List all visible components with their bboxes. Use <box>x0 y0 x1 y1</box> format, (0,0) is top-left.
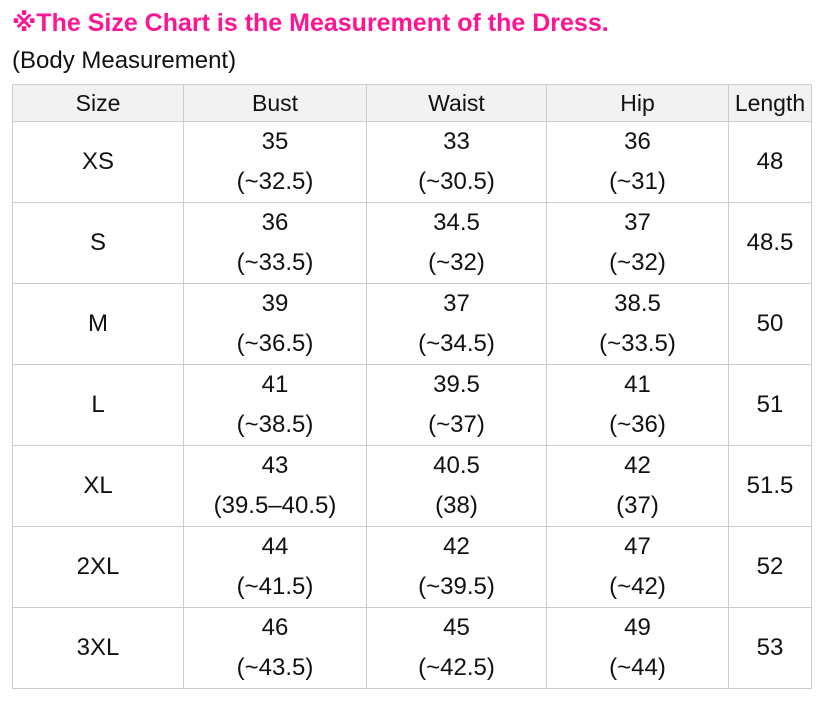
length-cell: 48 <box>728 121 812 203</box>
table-row: XS 35 (~32.5) 33 (~30.5) 36 (~31) 48 <box>12 121 812 203</box>
bust-cell: 35 (~32.5) <box>183 121 367 203</box>
bust-alt-value: (39.5–40.5) <box>213 492 337 519</box>
length-cell: 51 <box>728 364 812 446</box>
bust-alt-value: (~36.5) <box>236 330 314 357</box>
size-cell: S <box>12 202 184 284</box>
bust-value: 44 <box>261 533 289 560</box>
header-waist: Waist <box>366 84 547 122</box>
header-hip: Hip <box>546 84 729 122</box>
waist-value: 34.5 <box>433 209 480 236</box>
hip-alt-value: (37) <box>616 492 659 519</box>
waist-value: 40.5 <box>433 452 480 479</box>
waist-cell: 40.5 (38) <box>366 445 547 527</box>
bust-cell: 46 (~43.5) <box>183 607 367 689</box>
size-cell: XS <box>12 121 184 203</box>
waist-cell: 42 (~39.5) <box>366 526 547 608</box>
hip-alt-value: (~31) <box>609 168 666 195</box>
bust-alt-value: (~43.5) <box>236 654 314 681</box>
bust-cell: 43 (39.5–40.5) <box>183 445 367 527</box>
size-chart-table: Size Bust Waist Hip Length XS 35 (~32.5)… <box>12 84 812 689</box>
page-subtitle: (Body Measurement) <box>12 47 237 74</box>
header-row: Size Bust Waist Hip Length <box>12 84 812 122</box>
waist-alt-value: (~37) <box>428 411 485 438</box>
hip-cell: 47 (~42) <box>546 526 729 608</box>
bust-value: 43 <box>261 452 289 479</box>
table-row: S 36 (~33.5) 34.5 (~32) 37 (~32) 48.5 <box>12 202 812 284</box>
hip-value: 42 <box>624 452 651 479</box>
size-chart-page: ※The Size Chart is the Measurement of th… <box>12 9 812 689</box>
length-cell: 52 <box>728 526 812 608</box>
size-cell: L <box>12 364 184 446</box>
table-row: M 39 (~36.5) 37 (~34.5) 38.5 (~33.5) 50 <box>12 283 812 365</box>
hip-alt-value: (~33.5) <box>599 330 676 357</box>
header-length: Length <box>728 84 812 122</box>
hip-cell: 41 (~36) <box>546 364 729 446</box>
header-bust: Bust <box>183 84 367 122</box>
table-row: XL 43 (39.5–40.5) 40.5 (38) 42 (37) 51.5 <box>12 445 812 527</box>
header-size: Size <box>12 84 184 122</box>
bust-alt-value: (~38.5) <box>236 411 314 438</box>
hip-cell: 37 (~32) <box>546 202 729 284</box>
waist-cell: 39.5 (~37) <box>366 364 547 446</box>
hip-value: 36 <box>624 128 651 155</box>
waist-value: 33 <box>443 128 470 155</box>
bust-cell: 44 (~41.5) <box>183 526 367 608</box>
size-cell: 3XL <box>12 607 184 689</box>
bust-alt-value: (~33.5) <box>236 249 314 276</box>
bust-cell: 39 (~36.5) <box>183 283 367 365</box>
waist-cell: 37 (~34.5) <box>366 283 547 365</box>
waist-value: 39.5 <box>433 371 480 398</box>
bust-cell: 36 (~33.5) <box>183 202 367 284</box>
waist-alt-value: (~42.5) <box>418 654 495 681</box>
waist-alt-value: (~39.5) <box>418 573 495 600</box>
waist-value: 37 <box>443 290 470 317</box>
hip-cell: 49 (~44) <box>546 607 729 689</box>
hip-value: 47 <box>624 533 651 560</box>
table-row: L 41 (~38.5) 39.5 (~37) 41 (~36) 51 <box>12 364 812 446</box>
bust-value: 36 <box>261 209 289 236</box>
bust-value: 41 <box>261 371 289 398</box>
hip-alt-value: (~42) <box>609 573 666 600</box>
size-cell: 2XL <box>12 526 184 608</box>
waist-value: 42 <box>443 533 470 560</box>
hip-alt-value: (~44) <box>609 654 666 681</box>
bust-cell: 41 (~38.5) <box>183 364 367 446</box>
length-cell: 50 <box>728 283 812 365</box>
bust-alt-value: (~32.5) <box>236 168 314 195</box>
waist-alt-value: (~34.5) <box>418 330 495 357</box>
bust-value: 46 <box>261 614 289 641</box>
page-title: ※The Size Chart is the Measurement of th… <box>12 9 609 37</box>
hip-value: 37 <box>624 209 651 236</box>
bust-alt-value: (~41.5) <box>236 573 314 600</box>
hip-value: 38.5 <box>614 290 661 317</box>
hip-cell: 36 (~31) <box>546 121 729 203</box>
waist-cell: 45 (~42.5) <box>366 607 547 689</box>
table-row: 2XL 44 (~41.5) 42 (~39.5) 47 (~42) 52 <box>12 526 812 608</box>
waist-alt-value: (38) <box>435 492 478 519</box>
bust-value: 35 <box>261 128 289 155</box>
size-cell: XL <box>12 445 184 527</box>
hip-value: 49 <box>624 614 651 641</box>
bust-value: 39 <box>261 290 289 317</box>
waist-cell: 34.5 (~32) <box>366 202 547 284</box>
waist-value: 45 <box>443 614 470 641</box>
length-cell: 53 <box>728 607 812 689</box>
length-cell: 51.5 <box>728 445 812 527</box>
table-row: 3XL 46 (~43.5) 45 (~42.5) 49 (~44) 53 <box>12 607 812 689</box>
size-cell: M <box>12 283 184 365</box>
hip-cell: 42 (37) <box>546 445 729 527</box>
length-cell: 48.5 <box>728 202 812 284</box>
waist-alt-value: (~32) <box>428 249 485 276</box>
hip-alt-value: (~36) <box>609 411 666 438</box>
hip-cell: 38.5 (~33.5) <box>546 283 729 365</box>
hip-value: 41 <box>624 371 651 398</box>
hip-alt-value: (~32) <box>609 249 666 276</box>
waist-alt-value: (~30.5) <box>418 168 495 195</box>
waist-cell: 33 (~30.5) <box>366 121 547 203</box>
